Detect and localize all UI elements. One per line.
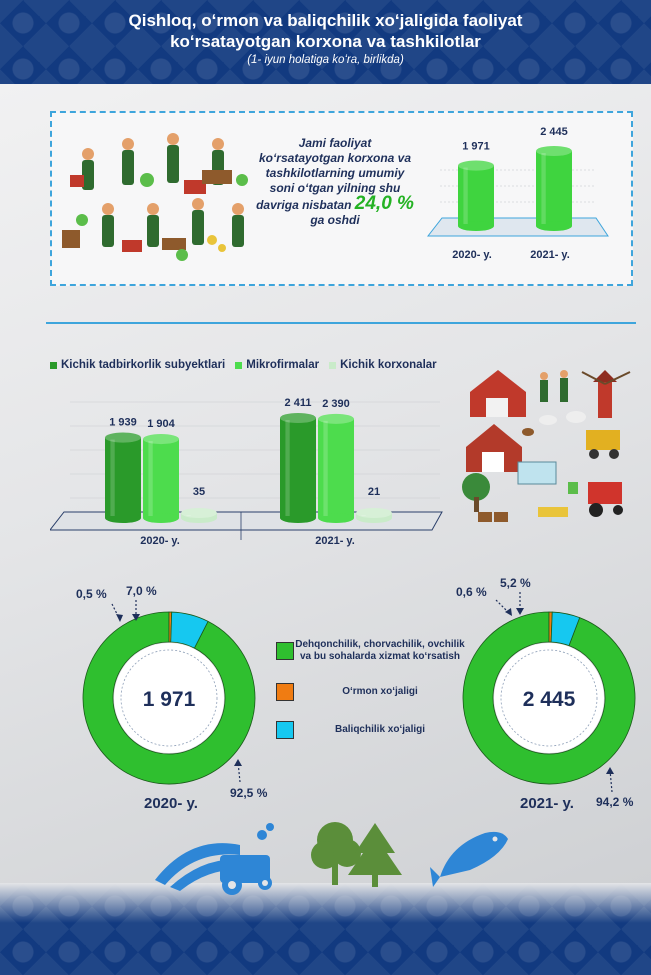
bar2-0-0 bbox=[105, 432, 141, 524]
agriculture-icon bbox=[155, 823, 274, 895]
header-ornament bbox=[0, 0, 651, 84]
summary-text: Jami faoliyat koʻrsatayotgan korxona va … bbox=[256, 136, 414, 227]
bar2-1-1 bbox=[318, 413, 354, 524]
divider-1 bbox=[46, 322, 636, 324]
bar1-1 bbox=[536, 145, 572, 232]
page-title: Qishloq, oʻrmon va baliqchilik xoʻjaligi… bbox=[128, 11, 523, 51]
pie1-label-forest: 0,5 % bbox=[76, 587, 107, 601]
forest-icon bbox=[311, 822, 402, 887]
summary-box bbox=[50, 111, 633, 286]
farmers-illustration bbox=[62, 133, 248, 261]
legend-label: Kichik tadbirkorlik subyektlari bbox=[61, 359, 226, 371]
size-legend: Kichik tadbirkorlik subyektlari Mikrofirm… bbox=[50, 359, 437, 371]
legend-swatch bbox=[329, 361, 337, 369]
bar2-value-0-1: 1 904 bbox=[147, 418, 175, 430]
sector-legend: Dehqonchilik, chorvachilik, ovchilik va … bbox=[276, 639, 466, 759]
bar2-value-1-2: 21 bbox=[368, 486, 380, 498]
donut1-ring bbox=[120, 649, 218, 747]
size-bar-chart: 1 939 1 904 35 2020- y. 2 411 2 390 21 2021- y. bbox=[50, 397, 443, 547]
bar2-category-1: 2021- y. bbox=[315, 535, 355, 547]
bar2-0-2 bbox=[181, 507, 217, 524]
legend-label: Kichik korxonalar bbox=[340, 359, 437, 371]
header: Qishloq, oʻrmon va baliqchilik xoʻjaligi… bbox=[0, 0, 651, 66]
bar2-value-1-0: 2 411 bbox=[285, 397, 312, 409]
pie1-label-agri: 92,5 % bbox=[230, 786, 268, 800]
bar1-0 bbox=[458, 160, 494, 232]
donut2-ring bbox=[500, 649, 598, 747]
legend-item: Kichik tadbirkorlik subyektlari bbox=[50, 359, 225, 371]
pie2-label-forest: 0,6 % bbox=[456, 585, 487, 599]
donut2-slice-2 bbox=[550, 611, 581, 647]
fish-icon bbox=[430, 831, 508, 887]
bar2-value-0-0: 1 939 bbox=[109, 417, 137, 429]
donut-2021: 2 445 bbox=[462, 611, 636, 785]
bar2-value-1-1: 2 390 bbox=[322, 398, 350, 410]
legend-swatch bbox=[50, 361, 57, 369]
legend-label: Mikrofirmalar bbox=[246, 359, 320, 371]
legend-swatch-forest bbox=[276, 683, 294, 701]
donut1-slice-2 bbox=[170, 611, 209, 649]
pie1-label-fish: 7,0 % bbox=[126, 584, 157, 598]
pie2-label-agri: 94,2 % bbox=[596, 795, 634, 809]
legend-swatch bbox=[235, 361, 243, 369]
legend-swatch-fish bbox=[276, 721, 294, 739]
total-bar-chart: 1 971 2020- y. 2 445 2021- y. bbox=[426, 126, 609, 261]
bar1-category-1: 2021- y. bbox=[530, 249, 570, 261]
growth-value: 24,0 % bbox=[354, 193, 414, 214]
bar2-1-0 bbox=[280, 412, 316, 524]
bar2-0-1 bbox=[143, 433, 179, 524]
donut-2020: 1 971 bbox=[82, 611, 256, 785]
sector-icons bbox=[155, 822, 508, 895]
legend-item-forest: Oʻrmon xoʻjaligi bbox=[276, 683, 466, 701]
bar2-value-0-2: 35 bbox=[193, 486, 205, 498]
legend-item: Kichik korxonalar bbox=[329, 359, 437, 371]
donut2-total: 2 445 bbox=[523, 688, 576, 711]
donut2-slice-0 bbox=[462, 611, 636, 785]
legend-item-agri: Dehqonchilik, chorvachilik, ovchilik va … bbox=[276, 639, 466, 663]
footer-ornament bbox=[0, 883, 651, 975]
pie1-year: 2020- y. bbox=[144, 795, 198, 812]
bar1-value-0: 1 971 bbox=[462, 141, 490, 153]
farm-illustration bbox=[462, 370, 631, 522]
legend-item-fish: Baliqchilik xoʻjaligi bbox=[276, 721, 466, 739]
pie2-label-fish: 5,2 % bbox=[500, 576, 531, 590]
bar1-value-1: 2 445 bbox=[540, 126, 568, 138]
bar2-1-2 bbox=[356, 507, 392, 524]
donut2-hole bbox=[494, 643, 604, 753]
bar1-category-0: 2020- y. bbox=[452, 249, 492, 261]
donut1-hole bbox=[114, 643, 224, 753]
donut1-slice-0 bbox=[82, 611, 256, 785]
legend-swatch-agri bbox=[276, 642, 294, 660]
page-subtitle: (1- iyun holatiga koʻra, birlikda) bbox=[247, 54, 404, 66]
bar2-category-0: 2020- y. bbox=[140, 535, 180, 547]
legend-item: Mikrofirmalar bbox=[235, 359, 319, 371]
pie2-year: 2021- y. bbox=[520, 795, 574, 812]
donut1-total: 1 971 bbox=[143, 688, 196, 711]
